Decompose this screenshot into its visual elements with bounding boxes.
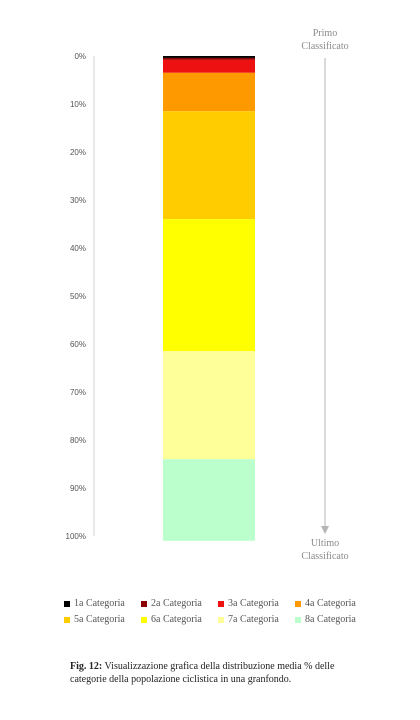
bar-segment — [163, 57, 255, 60]
bar-segment — [163, 59, 255, 73]
legend-item: 3a Categoria — [218, 598, 287, 609]
y-tick-label: 80% — [70, 436, 86, 445]
legend-swatch — [218, 600, 224, 607]
legend-swatch — [295, 600, 301, 607]
y-tick-label: 50% — [70, 292, 86, 301]
legend-item: 7a Categoria — [218, 614, 287, 625]
figure-caption: Fig. 12: Visualizzazione grafica della d… — [70, 660, 370, 686]
legend-item: 6a Categoria — [141, 614, 210, 625]
y-tick-label: 100% — [66, 532, 86, 541]
legend-swatch — [64, 616, 70, 623]
legend-item: 1a Categoria — [64, 598, 133, 609]
legend: 1a Categoria 2a Categoria 3a Categoria 4a C… — [64, 598, 364, 625]
legend-swatch — [295, 616, 301, 623]
legend-item: 8a Categoria — [295, 614, 364, 625]
caption-label: Fig. 12: — [70, 661, 103, 672]
legend-swatch — [141, 600, 147, 607]
y-tick-label: 0% — [74, 52, 86, 61]
legend-swatch — [64, 600, 70, 607]
legend-item: 4a Categoria — [295, 598, 364, 609]
legend-label: 7a Categoria — [228, 614, 279, 625]
stacked-bar-chart: 0% 10% 20% 30% 40% 50% 60% 70% 80% 90% 100% Primo C… — [66, 28, 349, 562]
bar-segment — [163, 111, 255, 220]
y-axis: 0% 10% 20% 30% 40% 50% 60% 70% 80% 90% 100% — [66, 52, 95, 541]
legend-label: 1a Categoria — [74, 598, 125, 609]
rank-arrow: Primo Classificato Ultimo Classificato — [301, 28, 348, 562]
y-tick-label: 60% — [70, 340, 86, 349]
bar-segment — [163, 72, 255, 112]
y-tick-label: 40% — [70, 244, 86, 253]
top-note-label: Primo — [313, 28, 337, 39]
bar-segment — [163, 459, 255, 541]
legend-item: 2a Categoria — [141, 598, 210, 609]
legend-swatch — [218, 616, 224, 623]
top-note-label: Classificato — [301, 41, 348, 52]
y-tick-label: 20% — [70, 148, 86, 157]
legend-label: 3a Categoria — [228, 598, 279, 609]
bottom-note-label: Classificato — [301, 551, 348, 562]
legend-label: 2a Categoria — [151, 598, 202, 609]
legend-item: 5a Categoria — [64, 614, 133, 625]
y-tick-label: 30% — [70, 196, 86, 205]
y-tick-label: 90% — [70, 484, 86, 493]
bar-segment — [163, 219, 255, 352]
legend-swatch — [141, 616, 147, 623]
caption-text: Visualizzazione grafica della distribuzi… — [70, 661, 335, 685]
y-tick-label: 70% — [70, 388, 86, 397]
legend-label: 5a Categoria — [74, 614, 125, 625]
legend-label: 6a Categoria — [151, 614, 202, 625]
arrow-head — [321, 526, 329, 534]
bar-segment — [163, 56, 255, 58]
legend-label: 4a Categoria — [305, 598, 356, 609]
bottom-note-label: Ultimo — [311, 538, 339, 549]
stacked-bar — [163, 56, 255, 541]
y-tick-label: 10% — [70, 100, 86, 109]
legend-label: 8a Categoria — [305, 614, 356, 625]
bar-segment — [163, 351, 255, 460]
